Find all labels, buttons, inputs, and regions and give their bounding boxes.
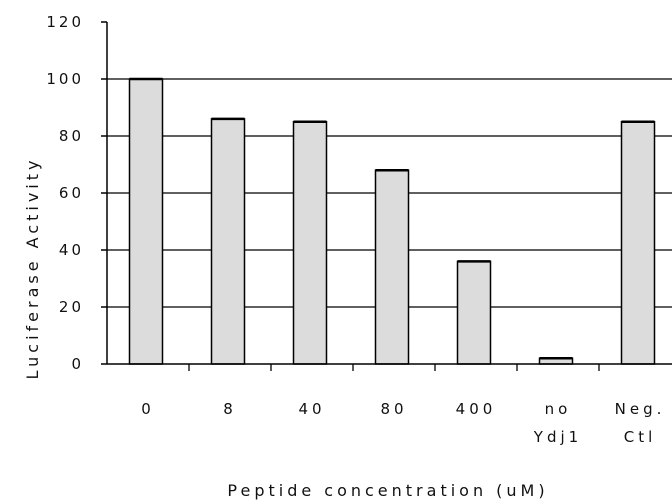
x-axis-title: Peptide concentration (uM) <box>227 481 548 500</box>
x-category-label: 8 <box>223 400 237 418</box>
y-tick-label: 0 <box>71 355 84 373</box>
x-category-label: Ydj1 <box>533 428 582 446</box>
y-tick-labels: 0 20 40 60 80 100 120 <box>46 13 84 373</box>
y-tick-label: 60 <box>59 184 84 202</box>
bar <box>374 169 410 365</box>
bar <box>456 260 492 365</box>
y-tick-label: 40 <box>59 241 84 259</box>
x-category-label: 400 <box>456 400 497 418</box>
x-category-label: 80 <box>380 400 407 418</box>
y-tick-label: 120 <box>46 13 84 31</box>
bar <box>210 118 246 365</box>
x-category-label: Neg. <box>615 400 666 418</box>
y-tick-label: 100 <box>46 70 84 88</box>
x-category-label: no <box>545 400 572 418</box>
bar <box>620 121 656 365</box>
bar <box>292 121 328 365</box>
x-category-label: 0 <box>141 400 155 418</box>
bar <box>128 78 164 365</box>
axes <box>101 21 672 371</box>
x-category-label: Ctl <box>624 428 657 446</box>
bars <box>128 77 656 365</box>
y-tick-label: 80 <box>59 127 84 145</box>
x-category-label: 40 <box>298 400 325 418</box>
y-tick-label: 20 <box>59 298 84 316</box>
x-category-labels: 0 8 40 80 400 no Ydj1 Neg. Ctl <box>141 400 666 446</box>
y-axis-title: Luciferase Activity <box>23 157 42 380</box>
